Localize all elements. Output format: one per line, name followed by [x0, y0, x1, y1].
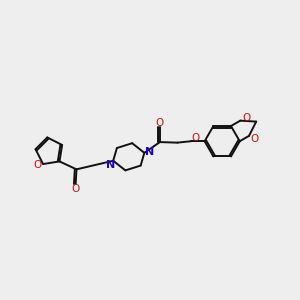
Text: O: O [71, 184, 80, 194]
Text: O: O [191, 133, 200, 142]
Text: O: O [242, 113, 250, 123]
Text: O: O [155, 118, 164, 128]
Text: O: O [250, 134, 259, 144]
Text: N: N [106, 160, 116, 170]
Text: N: N [145, 147, 154, 157]
Text: O: O [34, 160, 42, 170]
